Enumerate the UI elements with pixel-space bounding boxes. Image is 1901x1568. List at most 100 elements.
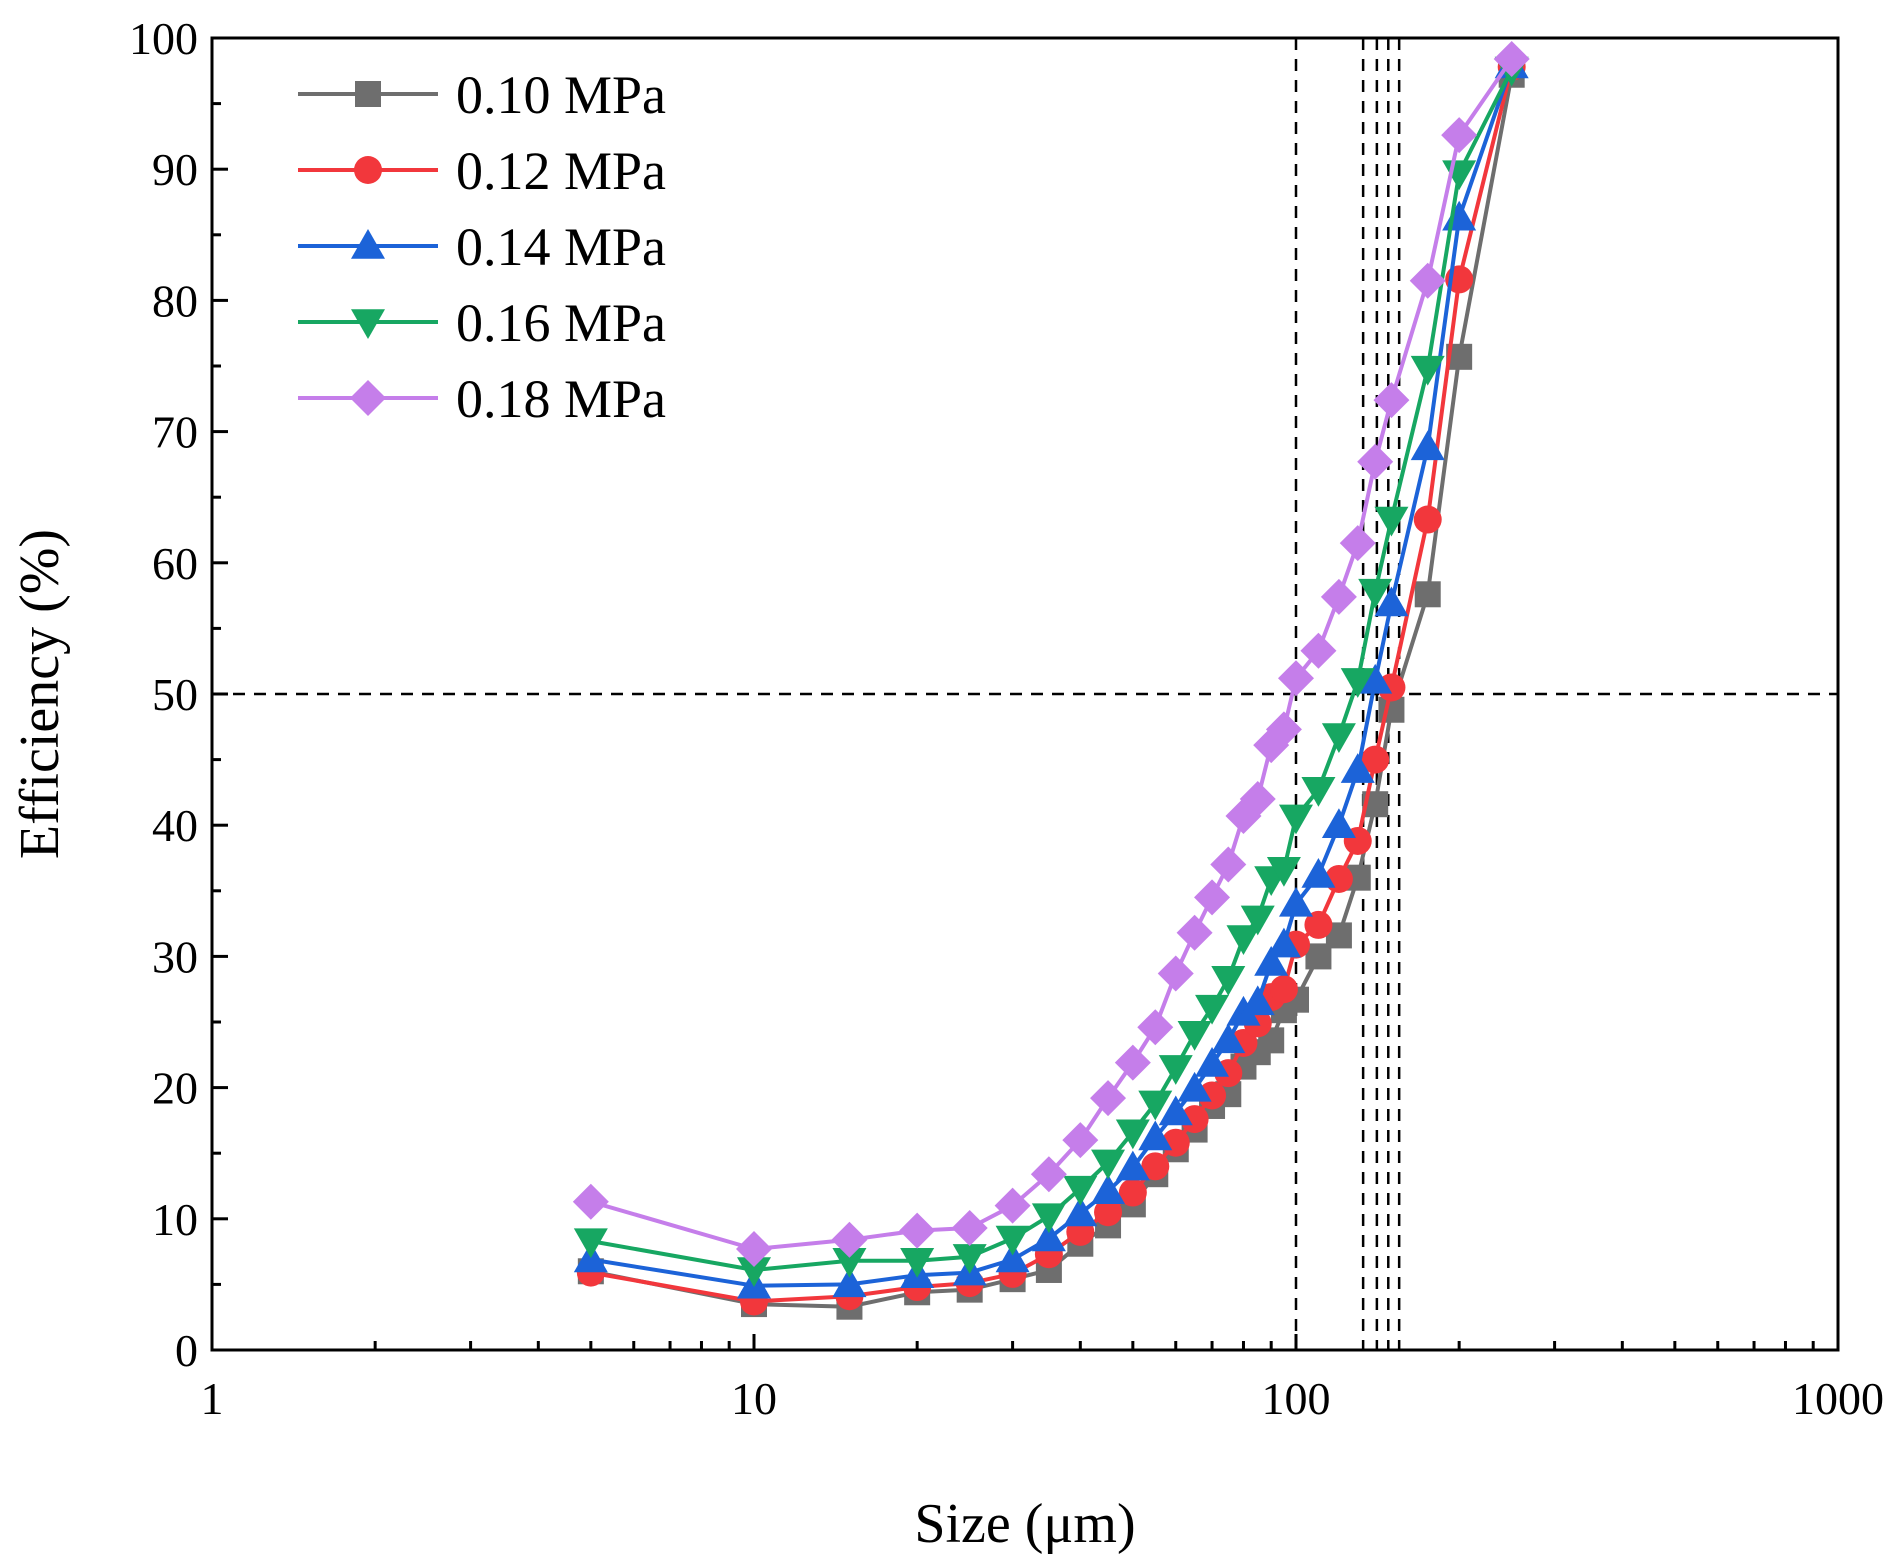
data-point xyxy=(1321,723,1356,753)
data-point xyxy=(1115,1119,1150,1150)
data-point xyxy=(1031,1203,1066,1234)
data-point xyxy=(832,1248,867,1278)
data-point xyxy=(1226,925,1261,956)
data-point xyxy=(1410,355,1445,386)
legend-marker xyxy=(351,309,385,339)
legend-marker xyxy=(351,229,385,259)
y-tick-label: 20 xyxy=(152,1063,198,1114)
data-point xyxy=(1413,505,1442,534)
legend-label: 0.10 MPa xyxy=(456,65,666,125)
series-line xyxy=(590,68,1514,1272)
data-point xyxy=(1374,586,1409,617)
data-point xyxy=(1240,905,1275,936)
data-point xyxy=(1493,40,1530,77)
data-point xyxy=(995,1242,1030,1273)
y-axis-title: Efficiency (%) xyxy=(9,529,71,859)
data-point xyxy=(573,1228,608,1259)
data-point xyxy=(1240,985,1275,1016)
legend-label: 0.12 MPa xyxy=(456,141,666,201)
data-point xyxy=(1414,581,1441,608)
x-axis-title: Size (μm) xyxy=(914,1493,1135,1555)
y-tick-label: 60 xyxy=(152,538,198,589)
y-tick-label: 70 xyxy=(152,407,198,458)
data-point xyxy=(1279,804,1313,835)
legend-marker xyxy=(355,81,381,107)
data-point xyxy=(1320,578,1357,615)
data-point xyxy=(1409,262,1446,299)
data-point xyxy=(1340,668,1375,698)
data-point xyxy=(737,1257,771,1287)
series-layer xyxy=(572,40,1530,1320)
data-point xyxy=(1239,780,1276,817)
data-point xyxy=(1278,660,1314,697)
data-point xyxy=(1210,846,1247,883)
series-line xyxy=(590,57,1514,1251)
data-point xyxy=(899,1212,936,1249)
data-point xyxy=(951,1209,988,1246)
data-point xyxy=(1357,443,1394,480)
legend-label: 0.16 MPa xyxy=(456,293,666,353)
y-tick-label: 0 xyxy=(175,1325,198,1376)
data-point xyxy=(1031,1221,1066,1252)
data-point xyxy=(1137,1009,1174,1046)
data-point xyxy=(1157,955,1194,992)
y-tick-label: 30 xyxy=(152,931,198,982)
data-point xyxy=(1441,117,1478,154)
data-point xyxy=(1361,745,1390,774)
data-point xyxy=(1090,1080,1127,1117)
legend-marker xyxy=(350,380,386,416)
data-point xyxy=(1091,1174,1126,1204)
data-point xyxy=(1176,914,1213,951)
data-point xyxy=(572,1183,609,1220)
data-point xyxy=(1358,578,1393,609)
data-point xyxy=(1094,1198,1123,1227)
data-point xyxy=(1265,711,1302,748)
data-point xyxy=(1177,1021,1212,1051)
data-point xyxy=(1091,1149,1126,1180)
legend: 0.10 MPa 0.12 MPa 0.14 MPa 0.16 MPa 0.18 MPa xyxy=(298,65,666,429)
data-point xyxy=(1300,632,1337,669)
data-point xyxy=(1340,753,1375,783)
data-point xyxy=(1194,879,1231,916)
data-point xyxy=(1063,1175,1098,1206)
x-tick-label: 1 xyxy=(201,1373,224,1424)
data-point xyxy=(1195,1046,1230,1077)
data-point xyxy=(1266,857,1301,887)
data-point xyxy=(994,1187,1031,1224)
data-point xyxy=(1195,994,1230,1025)
data-point xyxy=(1118,1178,1147,1207)
data-point xyxy=(995,1225,1030,1256)
data-point xyxy=(952,1244,987,1274)
legend-marker xyxy=(354,156,382,184)
data-point xyxy=(900,1248,935,1278)
data-point xyxy=(1158,1055,1193,1085)
data-point xyxy=(1180,1105,1209,1134)
data-point xyxy=(832,1267,867,1298)
data-point xyxy=(1339,525,1376,562)
data-point xyxy=(1304,910,1333,939)
y-tick-label: 50 xyxy=(152,669,198,720)
data-point xyxy=(736,1230,772,1267)
data-point xyxy=(1373,382,1410,419)
data-point xyxy=(1177,1071,1212,1102)
data-point xyxy=(1301,858,1336,888)
data-point xyxy=(1269,975,1298,1004)
data-point xyxy=(1211,965,1246,996)
data-point xyxy=(1030,1156,1067,1193)
data-point xyxy=(1374,506,1409,537)
data-point xyxy=(1410,430,1445,461)
y-tick-label: 80 xyxy=(152,275,198,326)
x-tick-label: 1000 xyxy=(1792,1373,1884,1424)
y-tick-label: 40 xyxy=(152,800,198,851)
legend-label: 0.14 MPa xyxy=(456,217,666,277)
data-point xyxy=(1321,808,1356,838)
data-point xyxy=(1062,1122,1099,1159)
data-point xyxy=(831,1221,868,1258)
data-point xyxy=(1138,1090,1173,1121)
data-point xyxy=(1211,1023,1246,1054)
data-point xyxy=(1279,886,1313,917)
data-point xyxy=(1358,663,1393,694)
series-0-16-MPa xyxy=(573,56,1529,1287)
